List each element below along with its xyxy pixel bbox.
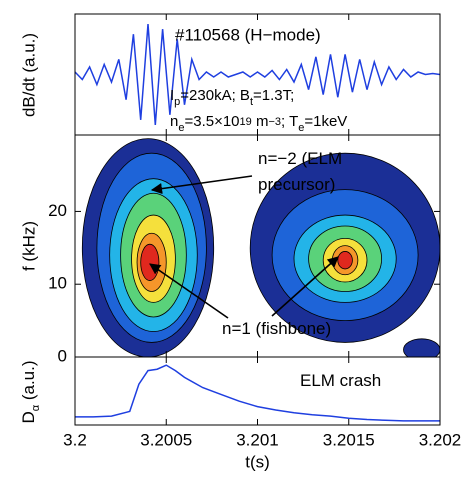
text-part: =230kA; B [180,87,250,104]
annotation: precursor) [258,175,335,194]
text-part: n=1 (fishbone) [222,319,331,338]
text-part: p [174,96,180,108]
text-part: D [19,411,38,423]
x-tick-label: 3.2015 [323,430,375,449]
text-part: n [170,113,178,130]
contour-level [140,243,160,281]
text-part: α [30,404,42,411]
arrow [149,263,229,319]
arrow [271,256,339,317]
y-axis-label: Dα (a.u.) [19,360,41,423]
annotation: n=1 (fishbone) [222,319,331,338]
y-tick-label: 0 [58,346,67,365]
text-part: −3 [268,116,281,128]
y-tick-label: 20 [48,201,67,220]
text-part: ; T [281,113,298,130]
y-axis-label: dB/dt (a.u.) [19,33,38,117]
annotation: ne=3.5×1019 m−3; Te=1keV [170,113,347,134]
text-part: I [170,87,174,104]
text-part: n=−2 (ELM [258,149,342,168]
x-tick-label: 3.2005 [140,430,192,449]
text-part: =1.3T; [253,87,294,104]
plots: #110568 (H−mode)dB/dt (a.u.) Ip=230kA; Bt… [19,13,462,471]
contour-level [403,338,440,357]
annotation: n=−2 (ELM [258,149,342,168]
plot-area [81,138,440,357]
plot-area [75,24,440,125]
plot-area [75,364,440,422]
text-part: t [250,96,253,108]
text-part: (a.u.) [19,360,38,404]
chart-title: #110568 (H−mode) [175,25,321,44]
text-part: 19 [240,116,252,128]
text-part: =1keV [304,113,347,130]
annotation: Ip=230kA; Bt=1.3T; [170,87,294,108]
annotation: ELM crash [300,371,381,390]
data-line [75,24,440,125]
y-axis-label: f (kHz) [19,221,38,271]
text-part: e [298,122,304,134]
panel-frame [74,356,441,426]
data-line [75,364,440,422]
x-tick-label: 3.201 [236,430,279,449]
x-axis-label: t(s) [245,452,270,471]
arrow [150,175,253,195]
text-part: ELM crash [300,371,381,390]
y-tick-label: 10 [48,274,67,293]
text-part: =3.5×10 [184,113,239,130]
x-tick-label: 3.2 [63,430,87,449]
text-part: precursor) [258,175,335,194]
x-tick-label: 3.202 [419,430,462,449]
arrows [149,175,339,319]
text-part: m [252,113,269,130]
text-part: e [178,122,184,134]
contour-level [337,251,353,270]
